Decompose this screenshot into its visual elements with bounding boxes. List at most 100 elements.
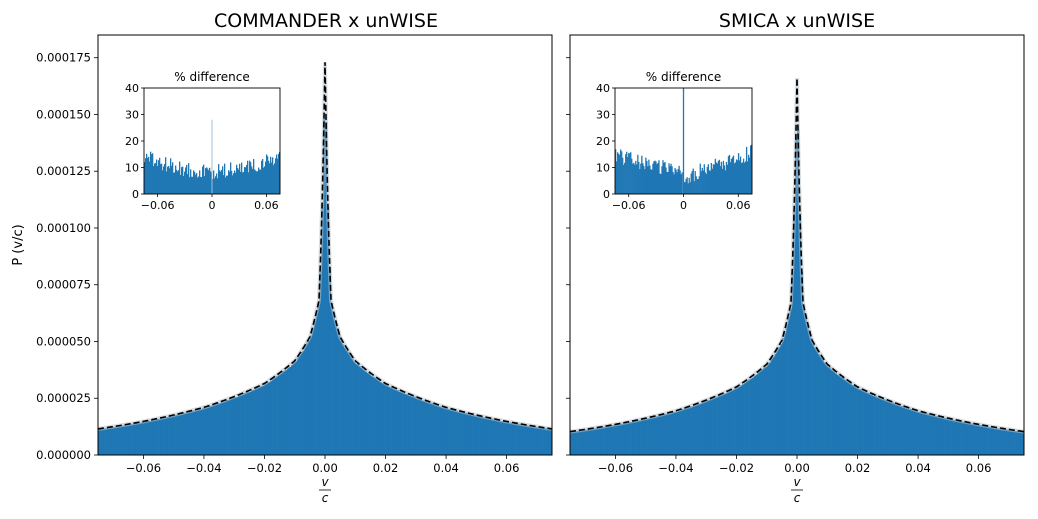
inset-x-tick-label: −0.06: [612, 199, 646, 212]
histogram-bar: [672, 411, 675, 455]
inset-bar: [647, 166, 649, 194]
histogram-bar: [810, 337, 813, 455]
histogram-bar: [636, 420, 639, 455]
histogram-bar: [466, 413, 470, 455]
histogram-bar: [292, 362, 296, 455]
inset-bar: [162, 170, 164, 194]
histogram-bar: [188, 411, 192, 455]
inset-bar: [728, 154, 731, 194]
histogram-bar: [891, 402, 894, 455]
histogram-bar: [359, 366, 362, 455]
histogram-bar: [516, 423, 519, 455]
histogram-bar: [626, 422, 630, 455]
inset-bar: [658, 160, 660, 194]
histogram-bar: [844, 379, 847, 455]
histogram-bar: [936, 416, 940, 455]
histogram-bar: [787, 317, 790, 455]
histogram-bar: [98, 429, 101, 455]
inset-bar: [713, 164, 716, 194]
histogram-bar: [154, 419, 158, 455]
histogram-bar: [967, 422, 970, 455]
histogram-bar: [609, 425, 613, 455]
histogram-bar: [519, 424, 523, 455]
histogram-bar: [510, 422, 513, 455]
x-tick-label: 0.06: [966, 461, 992, 475]
histogram-bar: [778, 347, 781, 455]
inset-bar: [223, 175, 225, 194]
histogram-bar: [677, 410, 681, 455]
histogram-bar: [865, 391, 868, 455]
inset-bar: [228, 170, 230, 194]
histogram-bar: [570, 431, 573, 455]
histogram-bar: [120, 425, 123, 455]
inset-bar: [235, 172, 237, 194]
histogram-bar: [866, 392, 870, 455]
histogram-bar: [540, 427, 543, 455]
inset-bar: [144, 162, 146, 194]
histogram-bar: [181, 413, 184, 455]
x-axis-label-left: v c: [319, 475, 331, 505]
histogram-bar: [698, 403, 701, 455]
histogram-bar: [641, 419, 645, 455]
histogram-bar: [925, 413, 928, 455]
inset-bar: [172, 162, 174, 194]
histogram-bar: [508, 422, 511, 455]
histogram-bar: [268, 381, 271, 455]
histogram-bar: [449, 409, 453, 455]
histogram-bar: [323, 117, 326, 456]
inset-bar: [661, 166, 663, 194]
inset-bar: [736, 160, 739, 194]
inset-bar: [734, 162, 737, 194]
histogram-bar: [768, 362, 771, 455]
inset-bar: [721, 168, 724, 194]
inset-bar: [234, 170, 236, 194]
histogram-bar: [675, 411, 679, 455]
inset-y-tick-label: 10: [125, 162, 139, 175]
histogram-bar: [262, 385, 265, 455]
histogram-bar: [419, 399, 422, 455]
histogram-bar: [349, 355, 352, 455]
x-tick-label: 0.04: [433, 461, 459, 475]
inset-bar: [190, 169, 192, 194]
histogram-bar: [583, 429, 586, 455]
histogram-bar: [499, 420, 502, 455]
y-tick-label: 0.000175: [36, 51, 91, 65]
histogram-bar: [849, 383, 853, 455]
inset-bar: [276, 154, 278, 194]
inset-bar: [689, 182, 691, 194]
histogram-bar: [638, 420, 641, 455]
histogram-bar: [534, 426, 538, 455]
inset-bar: [629, 153, 631, 194]
panel-title-smica: SMICA x unWISE: [719, 10, 875, 32]
inset-bar: [193, 170, 195, 194]
inset-bar: [730, 158, 733, 194]
inset-y-tick-label: 0: [132, 188, 139, 201]
model-curve-dashed: [569, 78, 1025, 433]
histogram-bar: [885, 400, 889, 455]
histogram-bar: [840, 376, 843, 455]
histogram-bar: [713, 397, 717, 455]
histogram-bar: [607, 426, 611, 455]
histogram-bar: [500, 421, 504, 455]
histogram-bar: [605, 426, 609, 455]
inset-bar: [694, 171, 696, 194]
inset-bar: [178, 170, 180, 194]
histogram-bar: [940, 417, 944, 455]
histogram-bar: [836, 374, 840, 455]
histogram-bar: [744, 382, 747, 455]
inset-bar: [259, 169, 261, 194]
inset-bar: [272, 157, 274, 194]
histogram-bar: [868, 393, 872, 455]
inset-bar: [246, 164, 248, 194]
inset-bar: [618, 153, 620, 194]
histogram-bar: [647, 418, 650, 455]
inset-bar: [673, 174, 675, 194]
histogram-bar: [362, 369, 366, 455]
inset-bar: [735, 159, 738, 194]
histogram-bar: [806, 325, 809, 455]
y-tick-label: 0.000025: [36, 391, 91, 405]
histogram-bar: [742, 383, 745, 455]
histogram-bar: [598, 427, 601, 455]
histogram-bar: [160, 418, 163, 455]
y-tick-label: 0.000100: [36, 221, 91, 235]
